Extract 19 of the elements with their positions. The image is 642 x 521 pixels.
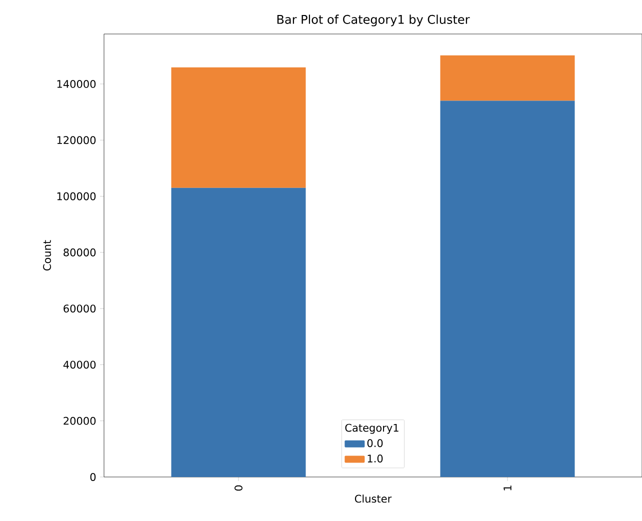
bar xyxy=(171,67,306,188)
y-tick-label: 20000 xyxy=(64,416,96,425)
y-tick-label: 100000 xyxy=(57,192,96,200)
y-tick-label: 0 xyxy=(90,473,96,481)
y-tick-label: 120000 xyxy=(57,136,96,144)
y-tick-label: 60000 xyxy=(64,304,96,313)
legend-label: 1.0 xyxy=(368,454,383,462)
legend-title: Category1 xyxy=(345,424,398,434)
bar xyxy=(171,188,306,477)
y-axis-title: Count xyxy=(43,240,52,270)
x-axis-title: Cluster xyxy=(354,494,392,503)
y-tick-label: 80000 xyxy=(64,248,96,256)
legend-label: 0.0 xyxy=(367,439,383,448)
bar xyxy=(440,100,575,477)
y-tick-label: 40000 xyxy=(63,360,96,369)
y-tick-label: 140000 xyxy=(57,80,96,88)
chart-title: Bar Plot of Category1 by Cluster xyxy=(277,14,470,26)
bar xyxy=(440,55,575,101)
x-tick-label: 1 xyxy=(504,486,512,490)
